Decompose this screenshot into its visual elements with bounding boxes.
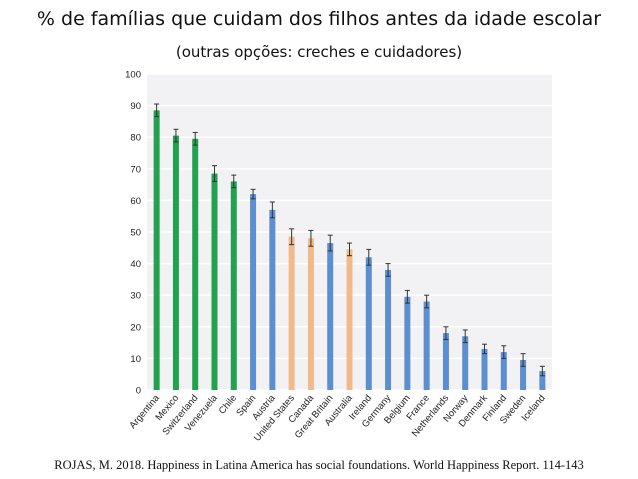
bar-france [423, 301, 430, 390]
bar-belgium [404, 296, 411, 390]
y-tick-label: 20 [130, 322, 141, 333]
bar-finland [500, 352, 507, 390]
y-tick-label: 60 [130, 196, 141, 207]
bar-great-britain [327, 243, 334, 390]
bar-australia [346, 249, 353, 390]
bar-venezuela [211, 173, 218, 390]
y-tick-label: 50 [130, 228, 141, 239]
bar-chile [230, 181, 237, 390]
bar-ireland [365, 257, 372, 390]
y-tick-label: 10 [130, 354, 141, 365]
bar-norway [462, 336, 469, 390]
bar-chart: 0102030405060708090100ArgentinaMexicoSwi… [125, 70, 552, 444]
bar-spain [250, 194, 257, 390]
source-citation: ROJAS, M. 2018. Happiness in Latina Amer… [54, 458, 584, 472]
bar-netherlands [442, 333, 449, 390]
bar-united-states [288, 236, 295, 390]
bar-argentina [153, 110, 160, 390]
page-subtitle: (outras opções: creches e cuidadores) [175, 43, 463, 61]
y-tick-label: 90 [130, 101, 141, 112]
bar-germany [385, 269, 392, 390]
bar-canada [307, 238, 314, 390]
y-tick-label: 40 [130, 259, 141, 270]
bar-mexico [172, 135, 179, 390]
y-tick-label: 0 [136, 386, 141, 397]
y-tick-label: 30 [130, 291, 141, 302]
bar-sweden [520, 359, 527, 390]
y-tick-label: 100 [125, 70, 141, 81]
bar-switzerland [192, 138, 199, 390]
bar-iceland [539, 371, 546, 390]
page-title: % de famílias que cuidam dos filhos ante… [36, 8, 602, 30]
y-tick-label: 70 [130, 164, 141, 175]
y-tick-label: 80 [130, 133, 141, 144]
bar-denmark [481, 348, 488, 390]
bar-austria [269, 209, 276, 390]
